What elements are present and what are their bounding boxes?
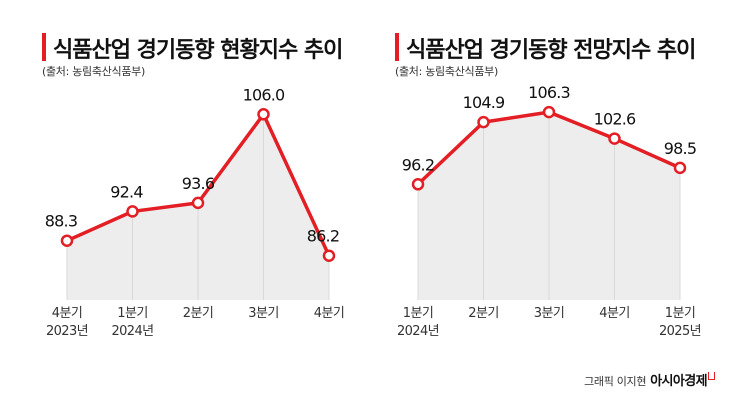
x-tick-year-label: 2023년 — [46, 324, 88, 339]
data-label: 93.6 — [182, 174, 215, 193]
title-accent-bar — [395, 33, 399, 61]
x-tick-label: 1분기 — [117, 306, 147, 321]
chart-plot: 96.2 104.9 106.3 102.6 98.5 1분기 2024년 2분기 3분기 4분기… — [397, 83, 702, 339]
data-point — [257, 108, 270, 121]
x-tick-label: 2분기 — [468, 306, 498, 321]
x-tick-label: 3분기 — [248, 306, 278, 321]
data-label: 106.3 — [528, 83, 570, 102]
chart-title: 식품산업 경기동향 전망지수 추이 — [406, 38, 696, 63]
brand-logo: 아시아경제 — [650, 374, 707, 389]
data-label: 86.2 — [307, 227, 339, 246]
chart-title: 식품산업 경기동향 현황지수 추이 — [53, 38, 343, 63]
x-tick-label: 3분기 — [534, 306, 564, 321]
credit-text: 그래픽 이지현 — [584, 375, 647, 388]
data-point — [477, 115, 490, 129]
data-label: 92.4 — [110, 182, 143, 201]
data-label: 98.5 — [664, 139, 696, 158]
data-point — [191, 196, 205, 210]
chart-plot: 88.3 92.4 93.6 106.0 86.2 4분기 2023년 1분기 2024년 2분기… — [45, 85, 345, 339]
data-point — [673, 161, 687, 175]
x-tick-label: 1분기 — [665, 306, 695, 321]
x-tick-label: 4분기 — [314, 306, 344, 321]
data-point — [608, 132, 621, 145]
title-accent-bar — [42, 33, 46, 61]
x-tick-label: 1분기 — [403, 306, 433, 321]
data-point — [322, 249, 336, 262]
graphic-credit: 그래픽 이지현 아시아경제 — [584, 370, 715, 389]
data-point — [542, 105, 556, 119]
x-tick-year-label: 2024년 — [111, 324, 153, 339]
chart-panel-forecast: 식품산업 경기동향 전망지수 추이 (출처: 농림축산식품부) 96.2 104.… — [372, 0, 745, 403]
data-point — [60, 234, 74, 247]
data-point — [411, 178, 425, 191]
brand-mark-icon — [708, 372, 715, 380]
data-point — [126, 205, 139, 218]
x-tick-year-label: 2025년 — [659, 324, 701, 339]
data-label: 88.3 — [45, 212, 77, 231]
data-label: 104.9 — [463, 93, 505, 112]
chart-source: (출처: 농림축산식품부) — [42, 65, 145, 78]
x-tick-label: 4분기 — [52, 306, 82, 321]
data-label: 96.2 — [402, 155, 434, 174]
x-tick-label: 4분기 — [599, 306, 629, 321]
x-tick-label: 2분기 — [183, 306, 213, 321]
data-label: 102.6 — [594, 110, 636, 129]
x-tick-year-label: 2024년 — [397, 324, 439, 339]
chart-source: (출처: 농림축산식품부) — [395, 65, 498, 78]
data-label: 106.0 — [243, 85, 285, 104]
chart-panel-current: 식품산업 경기동향 현황지수 추이 (출처: 농림축산식품부) 88.3 92.4… — [0, 0, 372, 403]
